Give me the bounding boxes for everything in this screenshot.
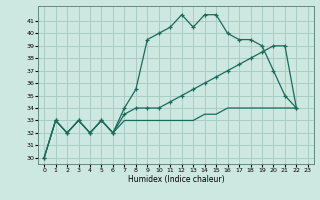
X-axis label: Humidex (Indice chaleur): Humidex (Indice chaleur) xyxy=(128,175,224,184)
